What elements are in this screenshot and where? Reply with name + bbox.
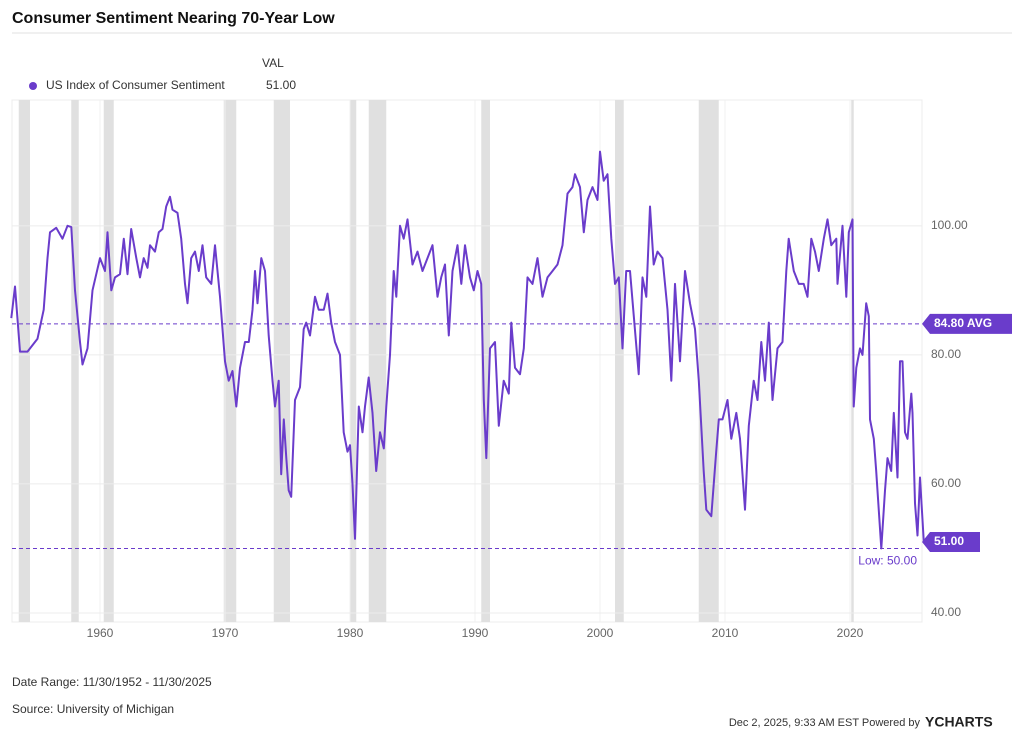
source: Source: University of Michigan [12, 702, 174, 716]
legend-value: 51.00 [266, 78, 296, 92]
recession-band [18, 100, 30, 622]
x-tick-label: 1990 [462, 626, 489, 640]
x-tick-label: 1970 [212, 626, 239, 640]
chart-title: Consumer Sentiment Nearing 70-Year Low [12, 10, 335, 27]
legend-label: US Index of Consumer Sentiment [46, 78, 225, 92]
average-label: 84.80 AVG [934, 316, 992, 330]
x-tick-label: 2020 [837, 626, 864, 640]
recession-band [350, 100, 357, 622]
x-tick-label: 2010 [712, 626, 739, 640]
recession-band [103, 100, 114, 622]
timestamp: Dec 2, 2025, 9:33 AM EST Powered by [729, 717, 921, 729]
y-tick-label: 60.00 [931, 476, 961, 490]
recession-band [368, 100, 387, 622]
series-line [10, 150, 925, 550]
x-tick-label: 1960 [87, 626, 114, 640]
legend-header: VAL [262, 56, 284, 70]
recession-band [481, 100, 490, 622]
y-tick-label: 40.00 [931, 605, 961, 619]
plot-area [11, 99, 923, 623]
x-tick-label: 2000 [587, 626, 614, 640]
latest-label: 51.00 [934, 534, 964, 548]
brand-logo: YCHARTS [925, 714, 993, 730]
recession-band [698, 100, 719, 622]
legend-swatch [29, 82, 37, 90]
recession-band [223, 100, 237, 622]
low-label: Low: 50.00 [858, 554, 917, 568]
y-tick-label: 80.00 [931, 347, 961, 361]
average-tag [922, 313, 1012, 334]
y-tick-label: 100.00 [931, 218, 968, 232]
latest-tag [922, 531, 980, 552]
date-range: Date Range: 11/30/1952 - 11/30/2025 [12, 675, 212, 689]
recession-band [273, 100, 290, 622]
recession-band [71, 100, 79, 622]
x-tick-label: 1980 [337, 626, 364, 640]
recession-band [615, 100, 624, 622]
